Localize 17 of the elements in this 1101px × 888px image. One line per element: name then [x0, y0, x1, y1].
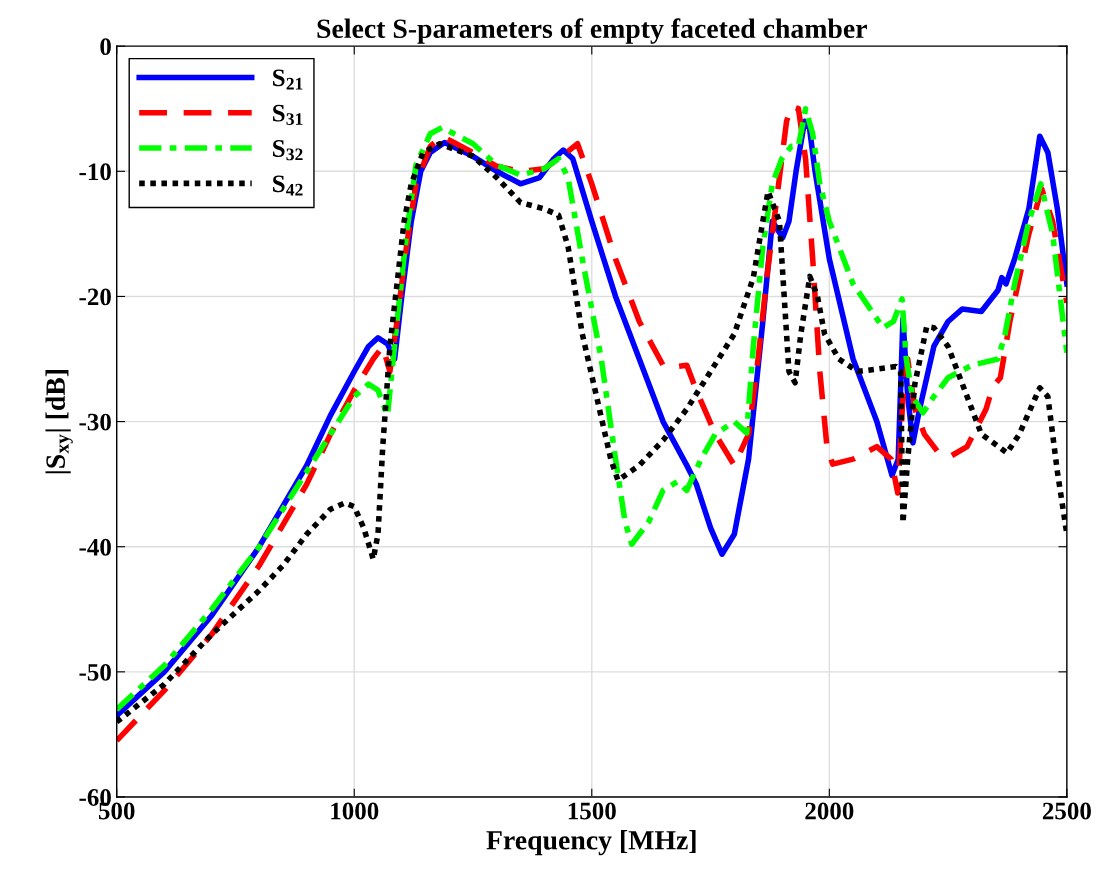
y-tick-label: -40 [79, 538, 111, 556]
chart-title: Select S-parameters of empty faceted chamber [317, 18, 867, 44]
x-tick-label: 2500 [1042, 802, 1091, 820]
legend-label: S$_{21}$ [273, 69, 303, 90]
y-tick-label: -50 [79, 663, 111, 681]
legend-label: S$_{32}$ [273, 140, 303, 161]
x-tick-label: 2000 [805, 802, 854, 820]
y-tick-label: -10 [79, 163, 111, 181]
x-tick-label: 1500 [568, 802, 616, 820]
y-tick-label: -20 [79, 288, 111, 306]
y-axis-title: |S$_{xy}$| [dB] [45, 369, 73, 474]
y-tick-label: 0 [100, 38, 111, 56]
x-axis-title: Frequency [MHz] [486, 830, 696, 856]
x-tick-label: 1000 [331, 802, 379, 820]
legend-label: S$_{42}$ [273, 175, 303, 196]
y-tick-label: -30 [79, 413, 111, 431]
legend-label: S$_{31}$ [273, 104, 303, 125]
